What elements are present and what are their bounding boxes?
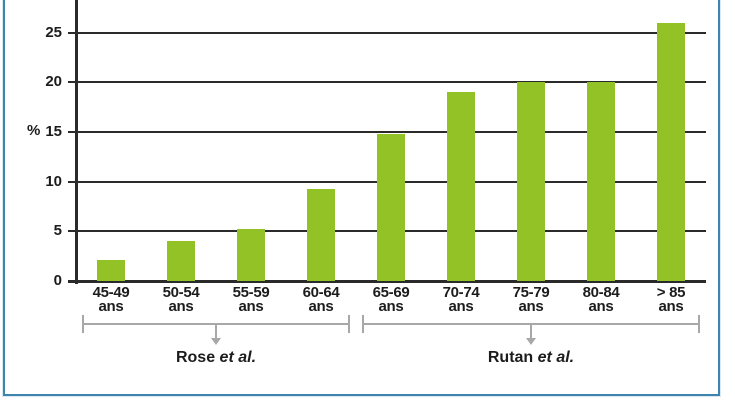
bar-60-64 (307, 189, 335, 281)
category-label-80-84: 80-84 ans (566, 284, 636, 315)
category-unit-text: ans (448, 298, 474, 315)
y-tick-label: 5 (53, 222, 62, 239)
category-label-70-74: 70-74 ans (426, 284, 496, 315)
category-label-75-79: 75-79 ans (496, 284, 566, 315)
category-range-text: 60-64 (302, 284, 340, 301)
category-unit-text: ans (238, 298, 264, 315)
category-range-text: 45-49 (92, 284, 130, 301)
group-name-text: Rose (175, 349, 220, 366)
group-suffix-text: et al. (219, 349, 257, 366)
category-label-45-49: 45-49 ans (76, 284, 146, 315)
bar-75-79 (517, 82, 545, 281)
group-label-rutan: Rutan et al. (451, 349, 611, 367)
bar-55-59 (237, 229, 265, 281)
category-range-text: 55-59 (232, 284, 270, 301)
down-arrow-icon (211, 338, 221, 345)
bar-50-54 (167, 241, 195, 281)
category-unit-text: ans (168, 298, 194, 315)
y-gridline (68, 32, 706, 34)
category-label-65-69: 65-69 ans (356, 284, 426, 315)
category-label-85: > 85 ans (636, 284, 706, 315)
category-unit-text: ans (518, 298, 544, 315)
category-unit-text: ans (588, 298, 614, 315)
category-range-text: > 85 (656, 284, 686, 301)
group-bracket-end-tick (348, 315, 350, 333)
category-unit-text: ans (378, 298, 404, 315)
bar-45-49 (97, 260, 125, 281)
category-range-text: 70-74 (442, 284, 480, 301)
x-axis-line (68, 280, 706, 283)
group-label-rose: Rose et al. (136, 349, 296, 367)
bar-85 (657, 23, 685, 281)
category-range-text: 75-79 (512, 284, 550, 301)
y-gridline (68, 131, 706, 133)
y-tick-label: 10 (45, 173, 62, 190)
category-range-text: 65-69 (372, 284, 410, 301)
y-axis-line (75, 0, 78, 284)
y-axis-unit-label: % (27, 122, 41, 139)
category-label-55-59: 55-59 ans (216, 284, 286, 315)
y-tick-label: 15 (45, 123, 62, 140)
group-suffix-text: et al. (537, 349, 575, 366)
group-name-text: Rutan (487, 349, 538, 366)
down-arrow-icon (215, 324, 217, 339)
group-bracket-end-tick (362, 315, 364, 333)
category-label-50-54: 50-54 ans (146, 284, 216, 315)
y-tick-label: 25 (45, 24, 62, 41)
y-gridline (68, 81, 706, 83)
group-bracket-end-tick (698, 315, 700, 333)
category-range-text: 80-84 (582, 284, 620, 301)
bar-65-69 (377, 134, 405, 281)
bar-80-84 (587, 82, 615, 281)
category-unit-text: ans (658, 298, 684, 315)
category-unit-text: ans (308, 298, 334, 315)
category-label-60-64: 60-64 ans (286, 284, 356, 315)
down-arrow-icon (530, 324, 532, 339)
y-tick-label: 0 (53, 272, 62, 289)
y-tick-label: 20 (45, 73, 62, 90)
panel-border (3, 0, 720, 396)
group-bracket-end-tick (82, 315, 84, 333)
bar-70-74 (447, 92, 475, 281)
category-range-text: 50-54 (162, 284, 200, 301)
category-unit-text: ans (98, 298, 124, 315)
down-arrow-icon (526, 338, 536, 345)
